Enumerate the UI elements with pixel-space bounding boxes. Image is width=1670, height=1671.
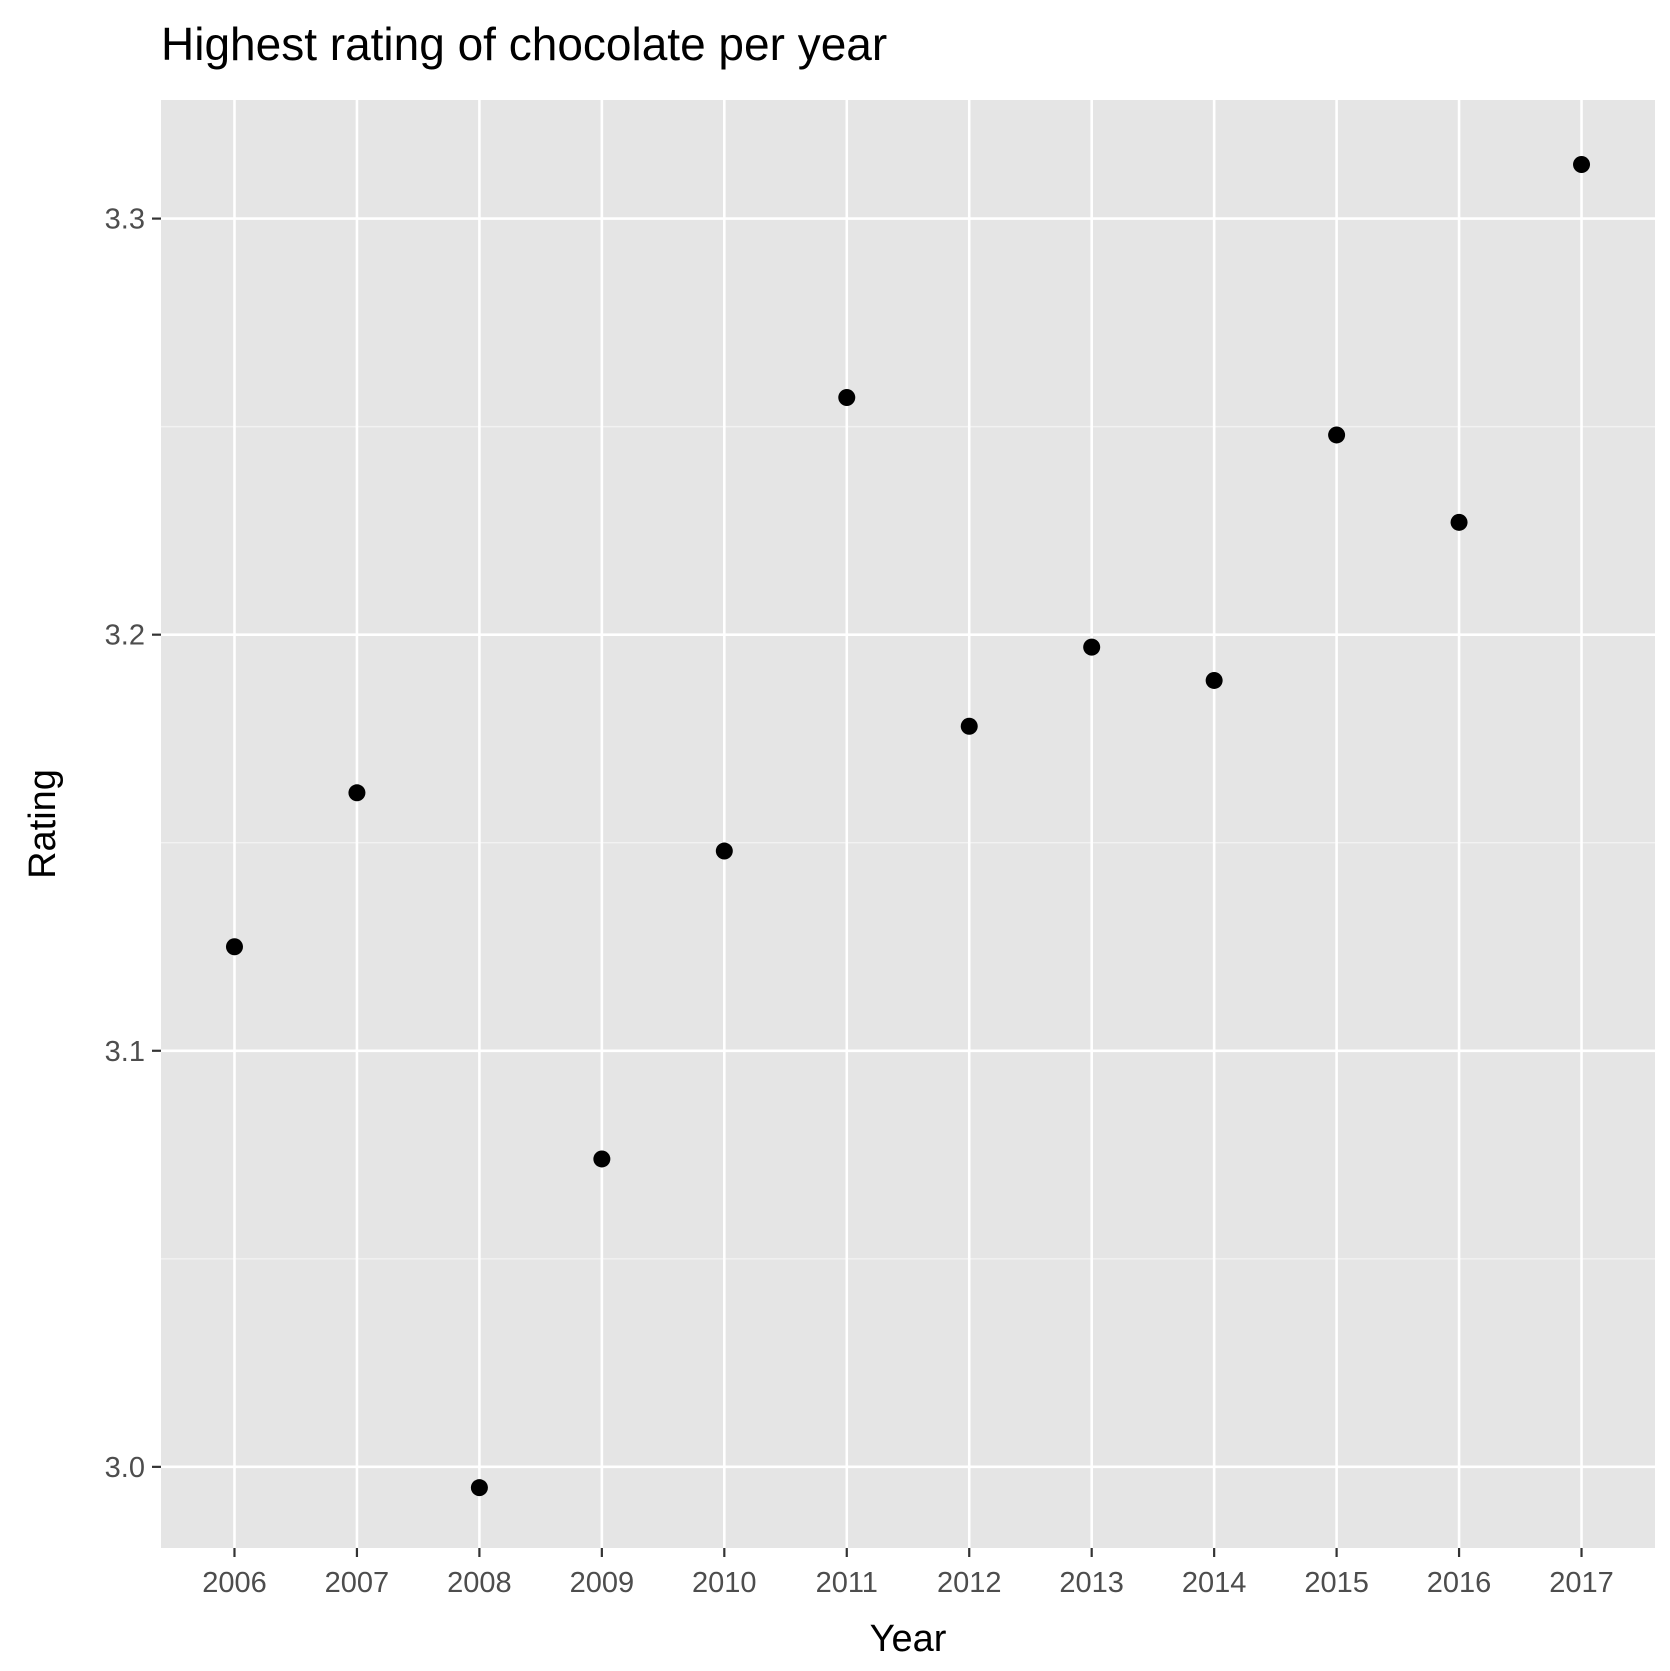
data-point-2013 <box>1083 638 1101 656</box>
x-tick-label: 2008 <box>447 1567 512 1599</box>
data-point-2008 <box>470 1479 488 1497</box>
x-tick-label: 2009 <box>570 1567 635 1599</box>
x-tick-label: 2007 <box>325 1567 390 1599</box>
x-tick-label: 2016 <box>1427 1567 1492 1599</box>
y-tick-label: 3.2 <box>105 620 145 652</box>
x-axis-ticks: 2006 2007 2008 2009 2010 2011 2012 2013 2014 2015… <box>202 1548 1614 1599</box>
x-tick-label: 2011 <box>816 1567 878 1599</box>
y-axis-ticks: 3.0 3.1 3.2 3.3 <box>105 204 161 1484</box>
data-point-2014 <box>1205 671 1223 689</box>
data-point-2007 <box>348 784 366 802</box>
x-axis-title: Year <box>870 1618 947 1660</box>
data-point-2012 <box>960 717 978 735</box>
data-point-2009 <box>593 1150 611 1168</box>
x-tick-label: 2013 <box>1059 1567 1124 1599</box>
data-point-2011 <box>838 389 856 407</box>
plot-panel <box>161 100 1655 1548</box>
data-point-2006 <box>225 938 243 956</box>
x-tick-label: 2015 <box>1304 1567 1369 1599</box>
y-tick-label: 3.1 <box>105 1036 145 1068</box>
x-tick-label: 2006 <box>202 1567 267 1599</box>
y-axis-title: Rating <box>22 769 64 879</box>
minor-gridlines <box>161 425 1655 1260</box>
major-gridlines <box>161 100 1655 1548</box>
chart-title: Highest rating of chocolate per year <box>161 18 887 70</box>
y-tick-label: 3.0 <box>105 1452 145 1484</box>
x-tick-label: 2012 <box>937 1567 1002 1599</box>
y-tick-label: 3.3 <box>105 204 145 236</box>
data-point-2017 <box>1573 155 1591 173</box>
data-point-2010 <box>715 842 733 860</box>
x-tick-label: 2010 <box>692 1567 757 1599</box>
x-tick-label: 2017 <box>1549 1567 1614 1599</box>
data-point-2016 <box>1450 513 1468 531</box>
data-points <box>225 155 1591 1497</box>
data-point-2015 <box>1328 426 1346 444</box>
x-tick-label: 2014 <box>1182 1567 1247 1599</box>
